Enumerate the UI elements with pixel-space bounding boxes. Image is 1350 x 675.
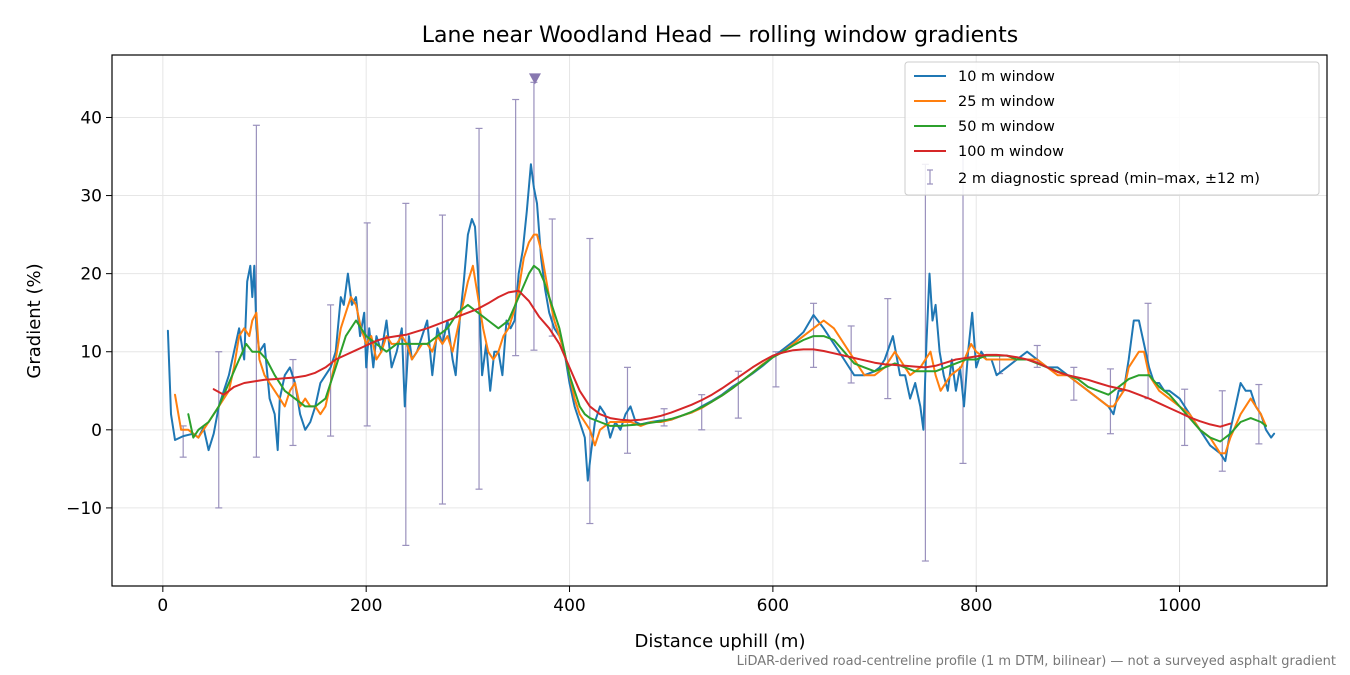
errorbar [1181,388,1189,447]
footnote: LiDAR-derived road-centreline profile (1… [737,654,1336,669]
errorbar [215,351,223,509]
series-line-10m [166,163,1276,482]
y-tick-label: 30 [80,187,102,207]
errorbar [438,214,446,505]
x-tick-label: 400 [553,596,585,616]
legend-label-10m: 10 m window [958,69,1055,85]
errorbar [1255,383,1263,445]
y-axis-label: Gradient (%) [24,263,45,378]
peak-marker [528,73,541,85]
errorbar [327,304,335,437]
x-tick-label: 0 [157,596,168,616]
axis-ticks: 0 200 400 600 800 1000 −10 0 10 20 30 40 [66,108,1201,616]
errorbar [363,222,371,427]
errorbar [1106,368,1114,435]
legend-label-25m: 25 m window [958,94,1055,110]
x-tick-label: 800 [960,596,992,616]
errorbar [772,351,780,388]
errorbar [586,237,594,525]
legend: 10 m window 25 m window 50 m window 100 … [904,61,1320,196]
max-gradient-marker [528,73,541,85]
errorbar [660,408,668,427]
series-line-100m [212,289,1232,428]
y-tick-label: 20 [80,265,102,285]
errorbar [252,124,260,458]
legend-label-100m: 100 m window [958,144,1064,160]
chart-title: Lane near Woodland Head — rolling window… [422,23,1018,48]
errorbar [734,370,742,419]
errorbar [1070,366,1078,401]
series-line-25m [174,233,1267,455]
series-lines [166,163,1276,482]
y-tick-label: −10 [66,499,102,519]
legend-label-errorbar: 2 m diagnostic spread (min–max, ±12 m) [958,171,1260,187]
x-tick-label: 1000 [1158,596,1201,616]
y-tick-label: 40 [80,108,102,128]
x-axis-label: Distance uphill (m) [635,631,806,652]
x-tick-label: 600 [757,596,789,616]
plot-frame [111,54,1328,587]
x-tick-label: 200 [350,596,382,616]
legend-swatch-errorbar [927,169,933,185]
legend-box [904,61,1320,196]
y-tick-label: 10 [80,343,102,363]
y-tick-label: 0 [91,421,102,441]
legend-label-50m: 50 m window [958,119,1055,135]
series-line-50m [187,264,1267,443]
gridlines [112,55,1327,586]
